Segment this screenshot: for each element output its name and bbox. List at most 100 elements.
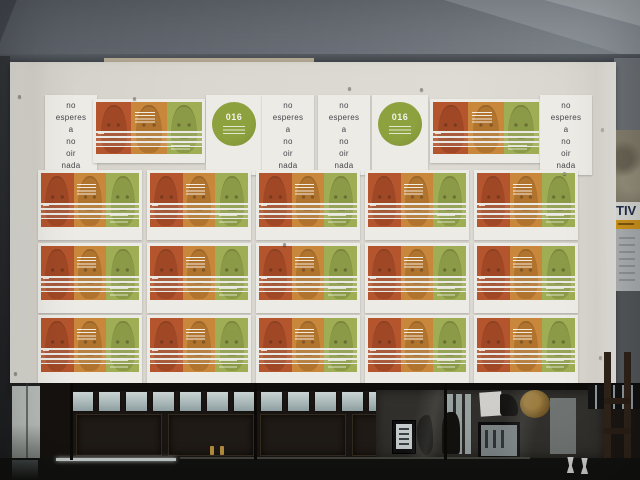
campaign-word: no [66, 100, 76, 110]
door-handle [220, 446, 224, 455]
sculpture [417, 415, 433, 455]
campaign-word: oir [561, 148, 571, 158]
striped-overlay [477, 347, 575, 365]
face-strip [368, 246, 466, 300]
campaign-word: a [563, 124, 569, 134]
framed-document [392, 420, 416, 454]
green-circle: 016 [378, 102, 422, 146]
fine-print-lines [185, 256, 205, 270]
fine-print-lines [134, 112, 156, 126]
door-window-pane [180, 392, 201, 411]
door-panel [76, 414, 162, 456]
campaign-text-poster: no esperes a no oir nada [45, 95, 97, 175]
campaign-word: no [283, 100, 293, 110]
face-campaign-poster [147, 315, 251, 385]
striped-overlay [368, 347, 466, 365]
face-strip [259, 173, 357, 227]
campaign-word: no [339, 136, 349, 146]
campaign-word: esperes [55, 112, 87, 122]
face-campaign-poster [256, 315, 360, 385]
face-campaign-poster [38, 170, 142, 240]
face-strip [96, 102, 202, 154]
trophy [580, 458, 589, 474]
striped-overlay [259, 202, 357, 220]
easel-leg [624, 352, 631, 480]
door-window-pane [72, 392, 93, 411]
face-strip [41, 246, 139, 300]
fine-print-lines [403, 256, 423, 270]
face-strip [150, 318, 248, 372]
face-campaign-poster [365, 243, 469, 313]
hotline-number: 016 [391, 112, 409, 122]
face-campaign-poster [93, 99, 205, 163]
fine-print-lines [294, 256, 314, 270]
fine-print-lines [294, 328, 314, 342]
easel-leg [604, 352, 611, 480]
wall-shadow-line [0, 54, 640, 62]
easel-rung [604, 428, 631, 434]
striped-overlay [41, 275, 139, 293]
campaign-word: a [285, 124, 291, 134]
face-campaign-poster [365, 315, 469, 385]
face-campaign-poster [256, 243, 360, 313]
face-strip [368, 318, 466, 372]
striped-overlay [433, 130, 539, 147]
campaign-word: oir [339, 148, 349, 158]
face-campaign-poster [474, 315, 578, 385]
push-pin [18, 95, 21, 98]
gold-plaque [520, 390, 550, 418]
framed-picture [478, 422, 520, 459]
striped-overlay [368, 202, 466, 220]
face-strip [433, 102, 539, 154]
face-strip [41, 318, 139, 372]
green-circle: 016 [212, 102, 256, 146]
floor-reflection [12, 460, 38, 480]
face-campaign-poster [38, 243, 142, 313]
light-streak [56, 458, 176, 461]
campaign-word: a [341, 124, 347, 134]
push-pin [563, 172, 566, 175]
campaign-word: oir [283, 148, 293, 158]
campaign-text-poster: no esperes a no oir nada [318, 95, 370, 175]
campaign-word: esperes [550, 112, 582, 122]
striped-overlay [150, 202, 248, 220]
face-campaign-poster [147, 243, 251, 313]
face-strip [477, 318, 575, 372]
face-strip [41, 173, 139, 227]
striped-overlay [368, 275, 466, 293]
door-window-pane [207, 392, 228, 411]
face-campaign-poster [474, 243, 578, 313]
face-strip [259, 318, 357, 372]
campaign-word: a [68, 124, 74, 134]
striped-overlay [41, 347, 139, 365]
fine-print-lines [512, 256, 532, 270]
campaign-word: oir [66, 148, 76, 158]
door-window-pane [342, 392, 363, 411]
trophy [566, 457, 575, 473]
face-campaign-poster [256, 170, 360, 240]
face-strip [477, 173, 575, 227]
display-case [376, 390, 604, 459]
fine-print-lines [403, 328, 423, 342]
push-pin [601, 128, 604, 131]
campaign-word: esperes [272, 112, 304, 122]
striped-overlay [41, 202, 139, 220]
fine-print-lines [76, 183, 96, 197]
fine-print-lines [389, 126, 411, 136]
shelf [550, 398, 576, 454]
campaign-word: nada [334, 160, 354, 170]
door-handle [210, 446, 214, 455]
face-strip [368, 173, 466, 227]
door-top-beam [40, 383, 640, 391]
floor [0, 458, 640, 480]
fine-print-lines [185, 183, 205, 197]
door-window-pane [261, 392, 282, 411]
fine-print-lines [223, 126, 245, 136]
striped-overlay [96, 130, 202, 147]
face-strip [150, 246, 248, 300]
push-pin [348, 87, 351, 90]
campaign-word: nada [278, 160, 298, 170]
fine-print-lines [76, 256, 96, 270]
door-frame [70, 383, 73, 460]
